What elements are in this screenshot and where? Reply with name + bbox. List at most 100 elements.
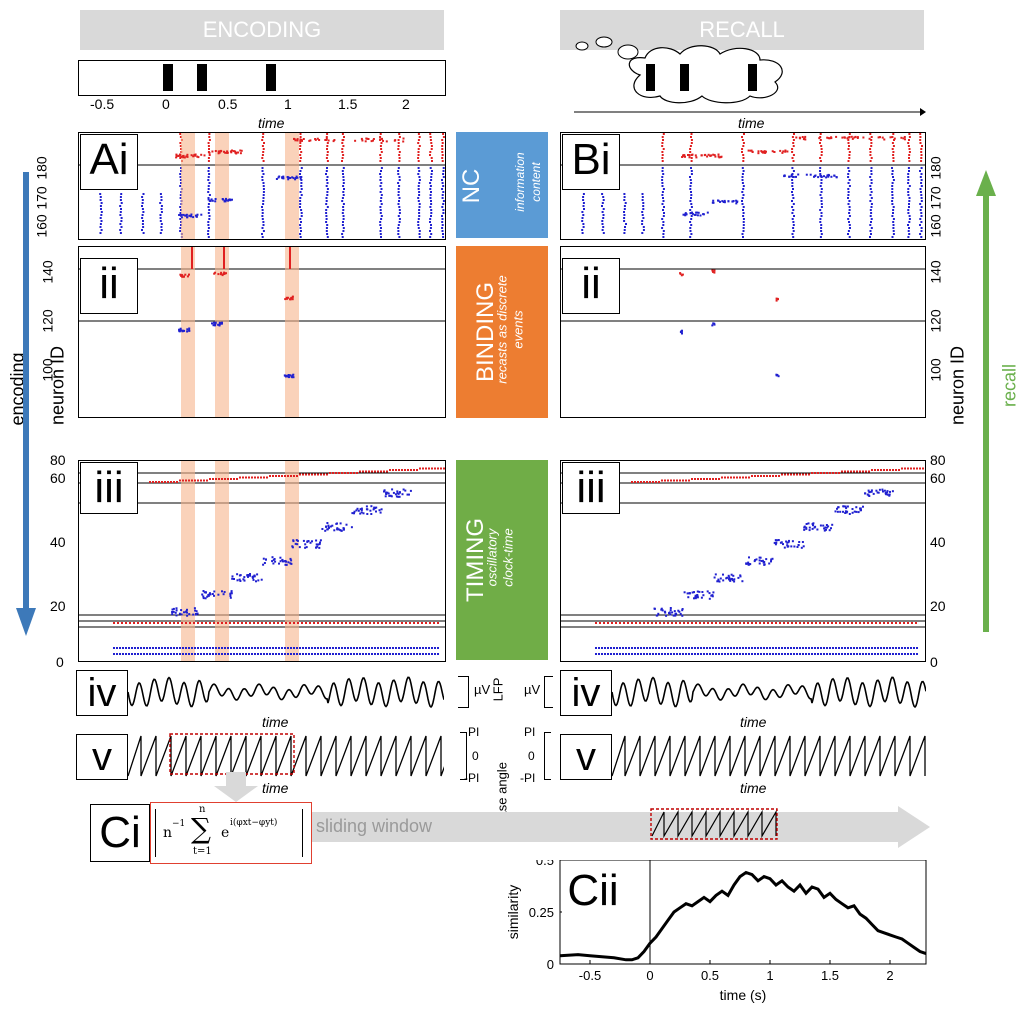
spike bbox=[783, 622, 785, 624]
spike bbox=[441, 215, 443, 217]
spike bbox=[169, 622, 171, 624]
spike bbox=[850, 647, 852, 649]
spike bbox=[129, 622, 131, 624]
spike bbox=[661, 145, 664, 147]
spike bbox=[277, 176, 280, 179]
spike bbox=[441, 182, 444, 184]
spike bbox=[160, 196, 163, 198]
spike bbox=[134, 647, 136, 649]
spike bbox=[847, 182, 850, 184]
spike bbox=[700, 596, 703, 599]
spike bbox=[223, 271, 226, 274]
spike bbox=[217, 593, 220, 596]
spike bbox=[122, 653, 124, 655]
spike bbox=[292, 177, 295, 180]
x-tick-label: 0.5 bbox=[701, 968, 719, 983]
spike bbox=[598, 647, 600, 649]
spike bbox=[791, 218, 794, 220]
spike bbox=[179, 479, 181, 482]
spike bbox=[703, 653, 705, 655]
spike bbox=[299, 224, 302, 226]
spike bbox=[624, 226, 626, 228]
spike bbox=[815, 622, 817, 624]
spike bbox=[870, 182, 873, 184]
spike bbox=[325, 230, 328, 232]
spike bbox=[713, 154, 716, 157]
spike bbox=[281, 653, 283, 655]
spike bbox=[805, 527, 808, 530]
spike bbox=[769, 653, 771, 655]
spike bbox=[141, 205, 143, 207]
spike bbox=[239, 476, 241, 479]
panel-label-iii-recall: iii bbox=[562, 462, 620, 514]
spike bbox=[119, 647, 121, 649]
spike bbox=[733, 578, 736, 581]
spike bbox=[300, 167, 303, 169]
spike bbox=[128, 653, 130, 655]
spike bbox=[300, 212, 303, 214]
spike bbox=[299, 145, 302, 147]
spike bbox=[742, 185, 745, 187]
spike bbox=[781, 151, 784, 154]
spike bbox=[212, 653, 214, 655]
timing-band-subtitle: oscillatory bbox=[484, 528, 500, 587]
spike bbox=[642, 229, 645, 231]
spike bbox=[631, 481, 633, 483]
spike bbox=[661, 653, 663, 655]
spike bbox=[690, 233, 693, 235]
spike bbox=[602, 199, 605, 201]
spike bbox=[186, 330, 189, 333]
spike bbox=[290, 375, 293, 378]
spike bbox=[627, 622, 629, 624]
spike bbox=[685, 479, 687, 482]
spike bbox=[316, 545, 319, 548]
spike bbox=[856, 647, 858, 649]
spike bbox=[410, 647, 412, 649]
spike bbox=[742, 209, 744, 211]
spike bbox=[380, 227, 382, 229]
spike bbox=[791, 136, 794, 138]
spike bbox=[802, 647, 804, 649]
spike bbox=[292, 376, 295, 379]
spike bbox=[262, 148, 265, 150]
spike bbox=[410, 469, 412, 471]
spike bbox=[179, 194, 182, 196]
spike bbox=[712, 653, 714, 655]
spike bbox=[119, 214, 122, 216]
spike bbox=[743, 133, 745, 135]
spike bbox=[119, 232, 122, 234]
spike bbox=[329, 525, 332, 528]
spike bbox=[763, 653, 765, 655]
spike bbox=[870, 212, 873, 214]
spike bbox=[398, 491, 401, 494]
spike bbox=[248, 476, 250, 479]
spike bbox=[383, 647, 385, 649]
spike bbox=[761, 559, 764, 562]
spike bbox=[869, 209, 872, 211]
spike bbox=[287, 653, 289, 655]
spike bbox=[601, 202, 604, 204]
spike bbox=[380, 148, 383, 150]
spike bbox=[802, 545, 805, 548]
spike bbox=[892, 160, 895, 162]
spike bbox=[386, 653, 388, 655]
spike bbox=[667, 647, 669, 649]
spike bbox=[296, 139, 299, 142]
spike bbox=[820, 182, 823, 184]
spike bbox=[723, 199, 726, 202]
spike bbox=[417, 188, 420, 190]
spike bbox=[295, 175, 298, 178]
spike bbox=[791, 157, 794, 159]
spike bbox=[697, 653, 699, 655]
spike bbox=[285, 560, 288, 563]
neuron-id-label-right: neuron ID bbox=[947, 345, 968, 426]
spike bbox=[808, 473, 810, 476]
spike bbox=[253, 574, 256, 577]
spike bbox=[180, 609, 183, 612]
spike bbox=[417, 185, 420, 187]
binding-band-subtitle: recasts as discrete bbox=[494, 275, 510, 384]
spike bbox=[721, 200, 724, 203]
spike bbox=[405, 622, 407, 624]
spike bbox=[380, 188, 383, 190]
spike bbox=[263, 142, 265, 144]
